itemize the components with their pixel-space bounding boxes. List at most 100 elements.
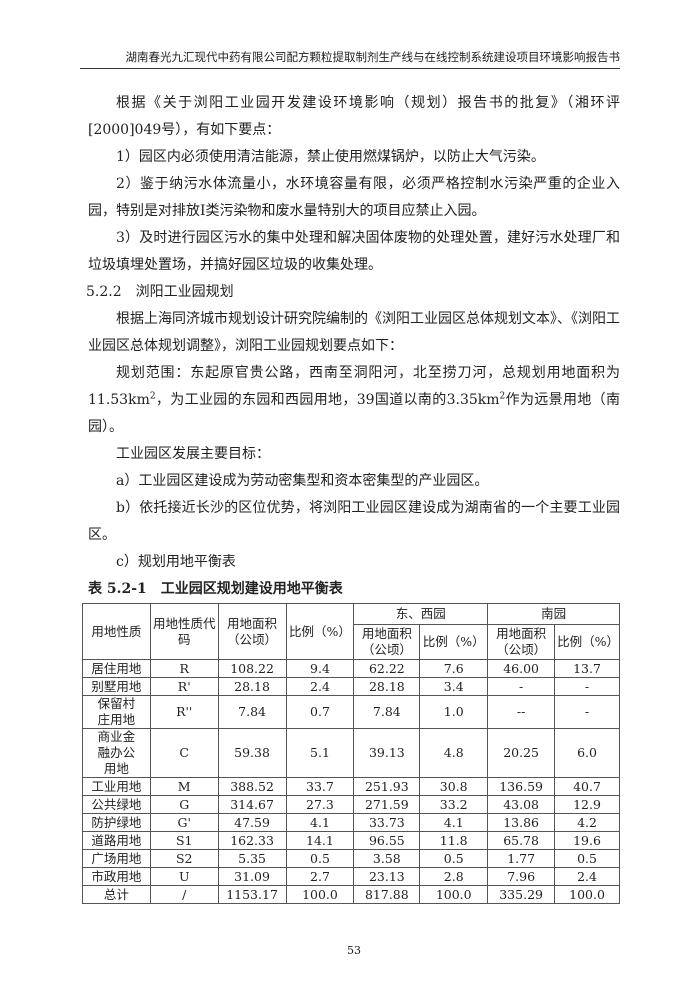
superscript: 2 (499, 391, 506, 402)
table-cell: 9.4 (285, 659, 355, 678)
table-cell: 65.78 (487, 831, 556, 850)
table-cell: 市政用地 (82, 867, 151, 886)
header-cell: 南园 (487, 603, 620, 625)
table-cell: 工业用地 (82, 777, 151, 796)
table-cell: 2.8 (419, 867, 489, 886)
table-cell: 3.58 (353, 849, 421, 868)
table-cell: 136.59 (487, 777, 556, 796)
text: 规划范围：东起原官贵公路，西南至洞阳河，北至捞刀河，总规划用地面积为11.53k… (88, 365, 620, 408)
table-cell: 335.29 (487, 885, 556, 904)
table-cell: M (149, 777, 219, 796)
table-cell: 7.6 (419, 659, 489, 678)
table-cell: 0.7 (285, 695, 355, 729)
table-cell: 100.0 (554, 885, 620, 904)
table-cell: 271.59 (353, 795, 421, 814)
page-number: 53 (347, 944, 361, 957)
body-text: 根据《关于浏阳工业园开发建设环境影响（规划）报告书的批复》（湘环评[2000]0… (82, 0, 620, 988)
table-cell: -- (487, 695, 556, 729)
table-cell: - (554, 695, 620, 729)
table-cell: 7.96 (487, 867, 556, 886)
table-cell: R (149, 659, 219, 678)
table-cell: 314.67 (217, 795, 287, 814)
table-cell: 100.0 (419, 885, 489, 904)
table-cell: 11.8 (419, 831, 489, 850)
table-cell: 28.18 (217, 677, 287, 696)
table-cell: 100.0 (285, 885, 355, 904)
header-cell: 用地面积（公顷） (487, 624, 556, 660)
table-cell: 1.77 (487, 849, 556, 868)
table-cell: 5.1 (285, 728, 355, 778)
header-cell: 东、西园 (353, 603, 489, 625)
land-use-table: 用地性质 用地性质代码 用地面积（公顷） 比例（%） 东、西园 南园 用地面积（… (82, 603, 620, 904)
header-cell: 用地面积（公顷） (217, 603, 287, 660)
table-row: 别墅用地 R' 28.18 2.4 28.18 3.4- - (82, 677, 620, 696)
header-cell: 比例（%） (554, 624, 620, 660)
table-cell: 388.52 (217, 777, 287, 796)
table-cell: 0.5 (285, 849, 355, 868)
text: ，为工业园的东园和西园用地，39国道以南的3.35km (155, 392, 500, 408)
table-cell: 2.7 (285, 867, 355, 886)
table-cell: 12.9 (554, 795, 620, 814)
table-cell: 817.88 (353, 885, 421, 904)
table-row: 市政用地 U 31.09 2.7 23.13 2.8 7.96 2.4 (82, 867, 620, 886)
table-cell: 13.7 (554, 659, 620, 678)
table-cell: 59.38 (217, 728, 287, 778)
table-cell: 33.2 (419, 795, 489, 814)
table-cell: 31.09 (217, 867, 287, 886)
table-cell: 道路用地 (82, 831, 151, 850)
table-cell: 30.8 (419, 777, 489, 796)
table-cell: 33.73 (353, 813, 421, 832)
section-heading: 5.2.2 浏阳工业园规划 (86, 284, 234, 300)
table-cell: 保留村庄用地 (82, 695, 151, 729)
table-cell: 46.00 (487, 659, 556, 678)
table-cell: 2.4 (285, 677, 355, 696)
table-cell: 4.1 (285, 813, 355, 832)
table-cell: S1 (149, 831, 219, 850)
table-cell: 23.13 (353, 867, 421, 886)
paragraph: a）工业园区建设成为劳动密集型和资本密集型的产业园区。 (116, 473, 489, 489)
table-cell: 27.3 (285, 795, 355, 814)
paragraph: 1）园区内必须使用清洁能源，禁止使用燃煤锅炉，以防止大气污染。 (116, 149, 545, 165)
table-cell: 4.8 (419, 728, 489, 778)
table-cell: G (149, 795, 219, 814)
header-cell: 用地面积（公顷） (353, 624, 421, 660)
table-cell: 47.59 (217, 813, 287, 832)
table-cell: 防护绿地 (82, 813, 151, 832)
table-cell: 7.84 (353, 695, 421, 729)
table-cell: 6.0 (554, 728, 620, 778)
table-cell: 2.4 (554, 867, 620, 886)
table-cell: 43.08 (487, 795, 556, 814)
table-cell: 广场用地 (82, 849, 151, 868)
header-cell: 比例（%） (285, 603, 355, 660)
table-cell: 33.7 (285, 777, 355, 796)
table-cell: 公共绿地 (82, 795, 151, 814)
paragraph: 工业园区发展主要目标： (116, 446, 270, 462)
table-cell: 251.93 (353, 777, 421, 796)
table-title: 表 5.2-1 工业园区规划建设用地平衡表 (88, 581, 343, 597)
table-row: 居住用地 R 108.22 9.4 62.22 7.6 46.00 13.7 (82, 659, 620, 678)
table-cell: 居住用地 (82, 659, 151, 678)
paragraph: 规划范围：东起原官贵公路，西南至洞阳河，北至捞刀河，总规划用地面积为11.53k… (88, 360, 620, 441)
table-cell: - (487, 677, 556, 696)
header-cell: 用地性质 (82, 603, 151, 660)
header-cell: 用地性质代码 (149, 603, 219, 660)
table-row: 总计/1153.17 100.0 817.88 100.0 335.29 100.0 (82, 885, 620, 904)
table-cell: - (554, 677, 620, 696)
table-cell: S2 (149, 849, 219, 868)
table-cell: 19.6 (554, 831, 620, 850)
paragraph: b）依托接近长沙的区位优势，将浏阳工业园区建设成为湖南省的一个主要工业园区。 (88, 500, 620, 543)
table-cell: 108.22 (217, 659, 287, 678)
table-cell: 总计 (82, 885, 151, 904)
table-cell: 40.7 (554, 777, 620, 796)
table-row: 道路用地 S1 162.33 14.1 96.55 11.8 65.78 19.6 (82, 831, 620, 850)
paragraph: 2）鉴于纳污水体流量小，水环境容量有限，必须严格控制水污染严重的企业入园，特别是… (88, 176, 620, 219)
paragraph: 根据上海同济城市规划设计研究院编制的《浏阳工业园区总体规划文本》、《浏阳工业园区… (88, 311, 620, 354)
table-cell: U (149, 867, 219, 886)
table-cell: 1153.17 (217, 885, 287, 904)
table-cell: R'' (149, 695, 219, 729)
paragraph: 3）及时进行园区污水的集中处理和解决固体废物的处理处置，建好污水处理厂和垃圾填埋… (88, 230, 620, 273)
table-row: 商业金融办公用地 C 59.38 5.1 39.13 4.8 20.25 6.0 (82, 728, 620, 778)
table-cell: 4.1 (419, 813, 489, 832)
table-cell: C (149, 728, 219, 778)
